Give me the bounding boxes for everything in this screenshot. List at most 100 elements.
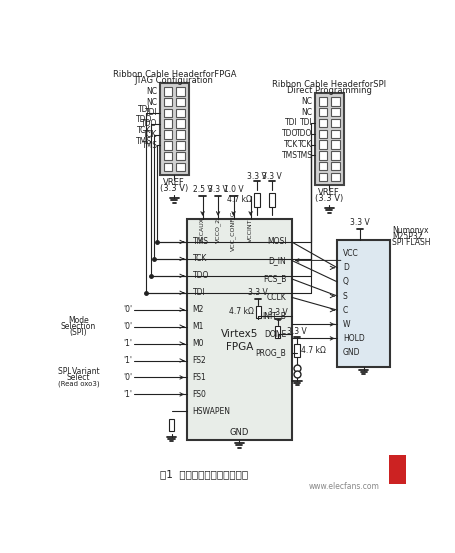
Text: D_IN: D_IN xyxy=(268,256,286,265)
Text: TDO: TDO xyxy=(296,129,313,138)
Text: 1.0 V: 1.0 V xyxy=(224,185,243,194)
Bar xyxy=(389,455,405,484)
Text: Numonyx: Numonyx xyxy=(393,226,429,235)
Text: TDI: TDI xyxy=(145,108,157,117)
Text: INIT_B: INIT_B xyxy=(263,311,286,320)
Text: W: W xyxy=(343,320,350,329)
Text: 摄: 摄 xyxy=(394,465,400,475)
Text: Selection: Selection xyxy=(61,322,96,331)
Bar xyxy=(331,140,340,149)
Text: 3.3 V: 3.3 V xyxy=(263,172,282,181)
Text: MOSI: MOSI xyxy=(267,237,286,247)
Bar xyxy=(164,131,172,139)
Text: Ribbon Cable HeaderforSPI: Ribbon Cable HeaderforSPI xyxy=(272,80,386,88)
Text: 4.7 kΩ: 4.7 kΩ xyxy=(228,195,252,204)
Text: S: S xyxy=(343,291,348,301)
Bar xyxy=(319,151,327,159)
Bar xyxy=(331,108,340,117)
Text: M1: M1 xyxy=(192,322,204,331)
Text: 3.3 V: 3.3 V xyxy=(208,185,228,194)
Text: TDO: TDO xyxy=(141,119,157,128)
Bar xyxy=(176,109,185,117)
Bar xyxy=(331,119,340,127)
Text: HSWAPEN: HSWAPEN xyxy=(192,407,231,416)
Text: 4.7 kΩ: 4.7 kΩ xyxy=(229,307,254,316)
Text: '1': '1' xyxy=(124,339,133,348)
Text: VCCAUX: VCCAUX xyxy=(200,217,205,243)
Text: 2.5 V: 2.5 V xyxy=(193,185,212,194)
Text: 3.3 V: 3.3 V xyxy=(268,308,288,317)
Bar xyxy=(164,152,172,160)
Text: TDI: TDI xyxy=(285,118,298,127)
Text: VCC: VCC xyxy=(343,249,359,258)
Text: '1': '1' xyxy=(124,390,133,399)
Text: 图1  实现多重配置硬件电路图: 图1 实现多重配置硬件电路图 xyxy=(160,469,248,479)
Bar xyxy=(319,129,327,138)
Text: D: D xyxy=(343,263,349,272)
Text: FCS_B: FCS_B xyxy=(263,274,286,283)
Bar xyxy=(176,152,185,160)
Bar xyxy=(176,87,185,96)
Text: TDI: TDI xyxy=(300,118,313,127)
Bar xyxy=(315,93,344,185)
Bar xyxy=(256,306,261,318)
Text: TCK: TCK xyxy=(283,140,298,149)
Text: TCK: TCK xyxy=(192,254,207,263)
Text: Virtex5: Virtex5 xyxy=(221,328,258,339)
Bar xyxy=(176,119,185,128)
Text: 3.3 V: 3.3 V xyxy=(247,172,267,181)
Bar xyxy=(319,173,327,181)
Text: VREF: VREF xyxy=(163,178,185,187)
Bar xyxy=(176,163,185,171)
Text: FPGA: FPGA xyxy=(226,342,253,352)
Text: TCK: TCK xyxy=(137,126,152,135)
Bar xyxy=(319,162,327,170)
Text: VREF: VREF xyxy=(318,188,340,197)
Text: TCK: TCK xyxy=(298,140,313,149)
Text: FS1: FS1 xyxy=(192,373,206,382)
Text: FS2: FS2 xyxy=(192,356,206,365)
Bar xyxy=(169,419,174,431)
Text: Ribbon Cable HeaderforFPGA: Ribbon Cable HeaderforFPGA xyxy=(112,70,236,79)
Text: (3.3 V): (3.3 V) xyxy=(315,194,344,204)
Text: NC: NC xyxy=(302,97,313,106)
Bar xyxy=(294,345,300,357)
Bar xyxy=(164,163,172,171)
Bar xyxy=(275,326,280,338)
Bar xyxy=(331,162,340,170)
Text: TMS: TMS xyxy=(282,151,298,160)
Text: VCCO_2: VCCO_2 xyxy=(215,218,221,243)
Text: DONE: DONE xyxy=(264,330,286,339)
Text: www.elecfans.com: www.elecfans.com xyxy=(308,482,379,491)
Bar xyxy=(331,129,340,138)
Text: 3.3 V: 3.3 V xyxy=(287,327,307,336)
Text: GND: GND xyxy=(343,348,360,357)
Text: TDO: TDO xyxy=(282,129,298,138)
Text: TMS: TMS xyxy=(192,237,208,247)
Text: VCCINT: VCCINT xyxy=(248,218,253,242)
Text: Q: Q xyxy=(343,278,349,286)
Text: 3.3 V: 3.3 V xyxy=(248,288,268,298)
Text: FS0: FS0 xyxy=(192,390,207,399)
Bar xyxy=(176,131,185,139)
Bar xyxy=(319,108,327,117)
Text: Select: Select xyxy=(67,373,91,382)
Bar xyxy=(164,87,172,96)
Text: M0: M0 xyxy=(192,339,204,348)
Text: NC: NC xyxy=(147,98,157,107)
Text: TDO: TDO xyxy=(192,272,209,280)
Bar xyxy=(319,140,327,149)
Bar xyxy=(254,192,260,206)
Bar xyxy=(160,84,189,175)
Text: TCK: TCK xyxy=(143,130,157,139)
Text: TMS: TMS xyxy=(136,137,152,146)
Text: CCLK: CCLK xyxy=(267,293,286,302)
Bar xyxy=(338,239,390,367)
Text: TDI: TDI xyxy=(192,288,205,298)
Text: NC: NC xyxy=(147,87,157,96)
Bar xyxy=(269,192,275,206)
Text: '1': '1' xyxy=(124,356,133,365)
Bar xyxy=(187,219,292,440)
Text: Direct Programming: Direct Programming xyxy=(287,86,372,95)
Text: C: C xyxy=(343,306,348,315)
